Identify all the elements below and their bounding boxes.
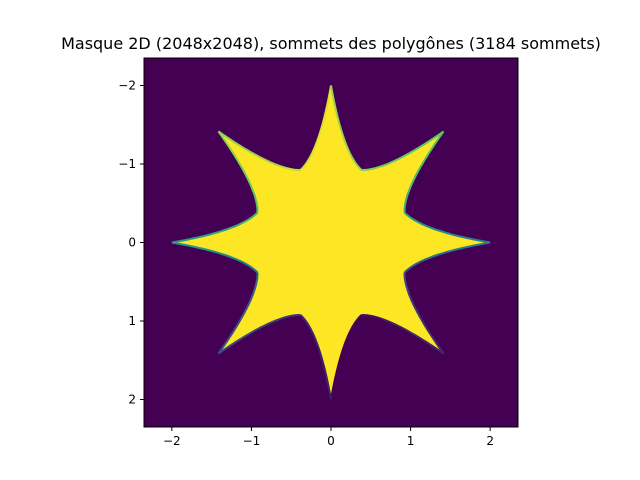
y-tick-label: 1 <box>128 314 136 328</box>
contour-segment <box>408 130 445 155</box>
y-axis: −2 −1 0 1 2 <box>118 78 144 407</box>
contour-segment <box>252 152 281 168</box>
contour-segment <box>217 130 254 155</box>
x-tick-label: 2 <box>486 434 494 448</box>
contour-segment <box>239 292 255 321</box>
contour-segment <box>239 164 255 193</box>
contour-segment <box>407 164 423 193</box>
plot-area <box>143 57 519 428</box>
x-tick-label: −2 <box>163 434 181 448</box>
contour-segment <box>403 260 423 274</box>
contour-segment <box>338 124 351 154</box>
y-tick-label: 0 <box>128 236 136 250</box>
contour-segment <box>420 130 445 166</box>
contour-segment <box>361 314 383 320</box>
contour-segment <box>381 152 410 168</box>
contour-segment <box>361 165 383 171</box>
contour-segment <box>279 314 301 320</box>
contour-segment <box>421 250 451 262</box>
contour-segment <box>252 272 259 293</box>
contour-segment <box>420 319 445 355</box>
mask-star-fill <box>171 85 491 400</box>
contour-segment <box>279 165 301 171</box>
contour-segment <box>408 330 445 355</box>
contour-segment <box>171 232 213 244</box>
contour-segment <box>321 359 332 400</box>
contour-segment <box>211 250 241 262</box>
contour-segment <box>348 314 363 333</box>
contour-segment <box>449 232 491 244</box>
y-tick-label: −1 <box>118 157 136 171</box>
contour-segment <box>299 314 314 333</box>
x-tick-label: −1 <box>243 434 261 448</box>
contour-segment <box>421 223 451 235</box>
contour-segment <box>239 260 259 274</box>
x-tick-label: 1 <box>407 434 415 448</box>
contour-segment <box>217 319 242 355</box>
contour-segment <box>252 192 259 213</box>
contour-segment <box>381 317 410 333</box>
contour-segment <box>348 152 363 171</box>
x-axis: −2 −1 0 1 2 <box>163 427 494 448</box>
contour-segment <box>217 130 242 166</box>
contour-segment <box>252 317 281 333</box>
contour-segment <box>330 359 341 400</box>
contour-segment <box>171 241 213 253</box>
contour-segment <box>311 124 324 154</box>
contour-segment <box>239 211 259 225</box>
contour-segment <box>217 330 254 355</box>
contour-segment <box>330 85 341 126</box>
y-tick-label: −2 <box>118 78 136 92</box>
contour-segment <box>449 241 491 253</box>
contour-segment <box>299 152 314 171</box>
y-tick-label: 2 <box>128 393 136 407</box>
x-tick-label: 0 <box>327 434 335 448</box>
polygon-vertices-contour <box>171 85 491 400</box>
contour-segment <box>311 331 324 361</box>
contour-segment <box>403 211 423 225</box>
contour-segment <box>403 272 410 293</box>
contour-segment <box>407 292 423 321</box>
contour-segment <box>403 192 410 213</box>
contour-segment <box>211 223 241 235</box>
chart-title: Masque 2D (2048x2048), sommets des polyg… <box>61 34 601 53</box>
contour-segment <box>321 85 332 126</box>
contour-segment <box>338 331 351 361</box>
